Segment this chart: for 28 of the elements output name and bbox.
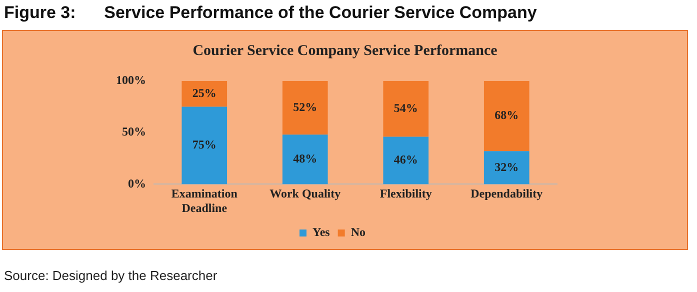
y-tick-label: 0% <box>128 176 146 190</box>
bar <box>383 81 429 137</box>
bar <box>182 106 228 184</box>
data-label: 75% <box>192 138 216 152</box>
data-label: 52% <box>293 100 318 114</box>
x-tick-label: Work Quality <box>270 186 341 200</box>
y-tick-label: 50% <box>122 124 146 139</box>
legend-label: Yes <box>312 225 330 240</box>
data-label: 48% <box>293 152 318 166</box>
y-tick-label: 100% <box>116 73 146 88</box>
data-label: 68% <box>494 108 519 122</box>
chart-title: Figure 3: Service Performance of the Courier Service Company <box>4 3 537 23</box>
bar <box>282 81 328 135</box>
bar <box>484 81 530 152</box>
data-label: 46% <box>394 152 418 167</box>
bar <box>383 136 429 184</box>
bar <box>484 151 530 184</box>
x-tick-label: Flexibility <box>380 186 432 200</box>
source-note: Source: Designed by the Researcher <box>4 268 218 283</box>
data-label: 25% <box>192 86 216 100</box>
data-label: 54% <box>394 100 418 115</box>
legend-label: No <box>350 225 366 240</box>
x-tick-label: Dependability <box>470 186 543 200</box>
bar <box>282 134 328 184</box>
x-tick-label: Examination Deadline <box>171 186 238 215</box>
bar <box>182 81 228 107</box>
data-label: 32% <box>494 160 519 174</box>
chart-subtitle: Courier Service Company Service Performance <box>192 43 498 60</box>
